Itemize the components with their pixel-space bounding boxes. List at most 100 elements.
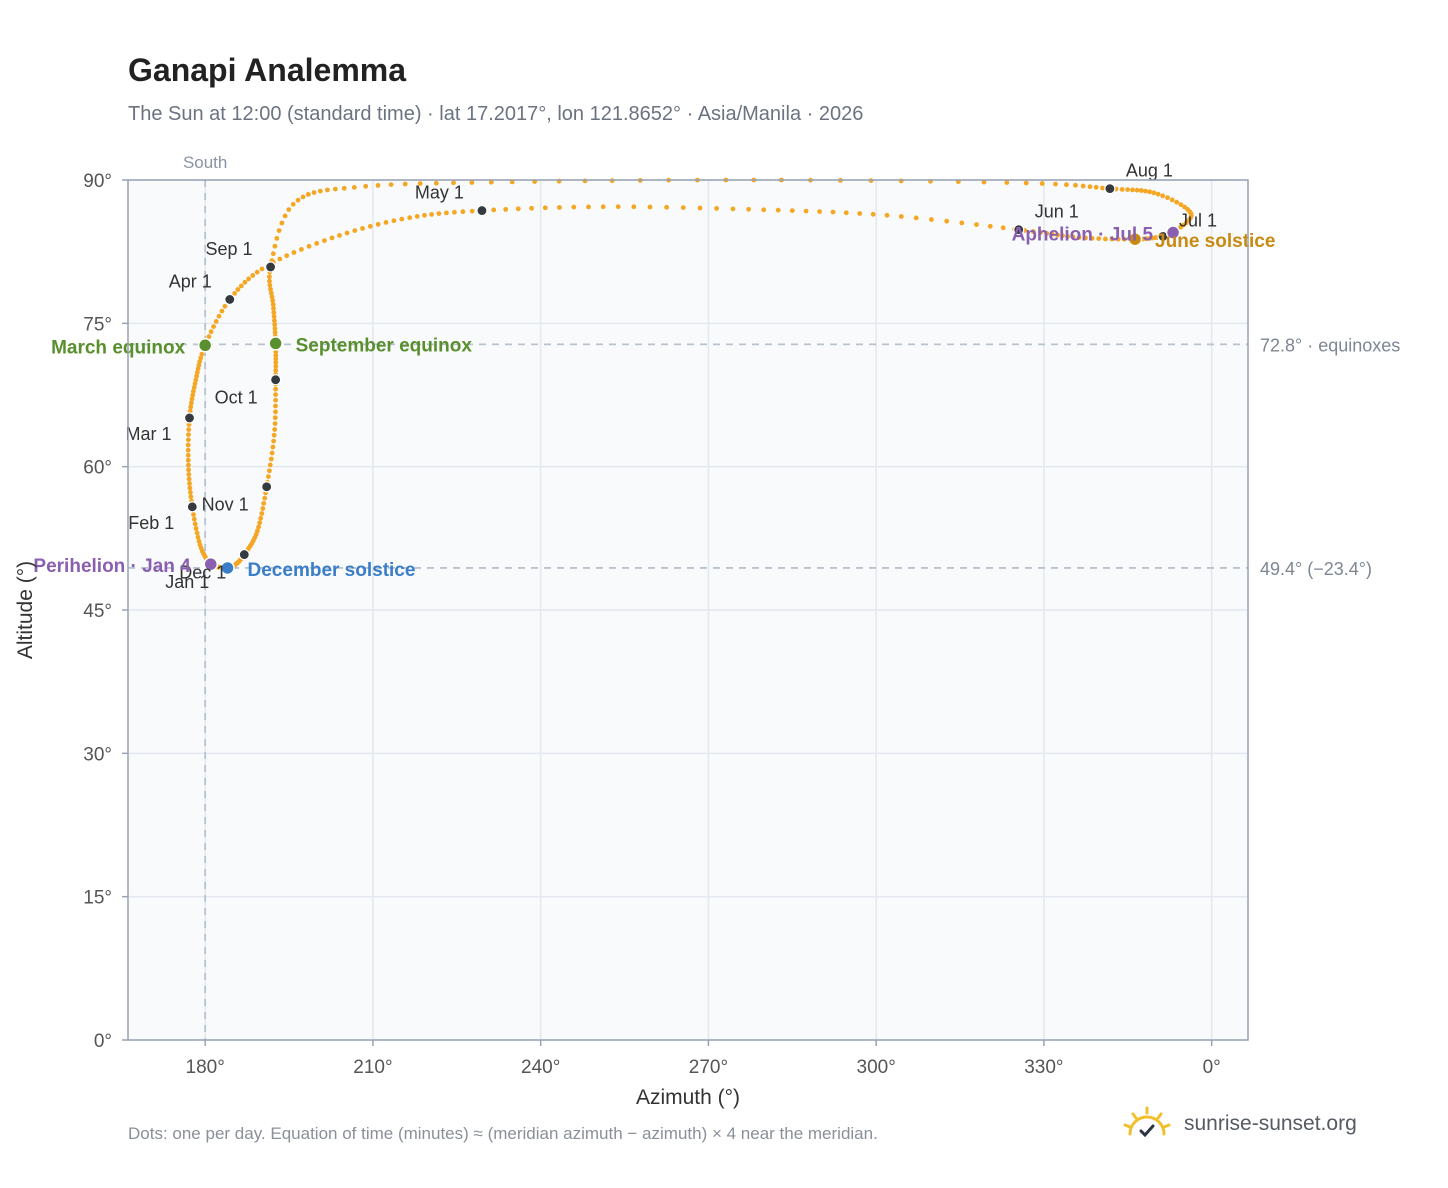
daily-dot xyxy=(186,437,191,443)
daily-dot xyxy=(272,326,278,331)
daily-dot xyxy=(987,223,993,229)
daily-dot xyxy=(242,279,248,285)
daily-dot xyxy=(375,221,381,227)
daily-dot xyxy=(433,180,439,186)
event-label: December solstice xyxy=(248,560,416,581)
month-point xyxy=(183,412,196,424)
event-label: March equinox xyxy=(51,337,186,358)
daily-dot xyxy=(615,204,621,210)
daily-dot xyxy=(267,468,272,474)
daily-dot xyxy=(460,209,466,215)
daily-dot xyxy=(188,404,194,410)
daily-dot xyxy=(193,377,199,383)
event-point xyxy=(1165,225,1181,240)
daily-dot xyxy=(1050,231,1055,237)
daily-dot xyxy=(195,366,201,372)
daily-dot xyxy=(944,218,950,224)
x-tick-label: 300° xyxy=(857,1057,896,1078)
daily-dot xyxy=(188,400,194,406)
daily-dot xyxy=(259,266,265,272)
x-axis-label: Azimuth (°) xyxy=(636,1086,740,1109)
daily-dot xyxy=(1174,199,1180,205)
daily-dot xyxy=(414,214,420,219)
daily-dot xyxy=(186,467,192,473)
daily-dot xyxy=(1155,191,1161,197)
daily-dot xyxy=(267,278,272,284)
reference-lines: South 72.8° · equinoxes 49.4° (−23.4°) xyxy=(128,153,1400,1040)
daily-dot xyxy=(1087,184,1093,190)
daily-dot xyxy=(268,286,273,292)
daily-dot xyxy=(187,485,193,491)
month-point xyxy=(270,374,282,386)
daily-dot xyxy=(1100,185,1105,191)
chart-subtitle: The Sun at 12:00 (standard time) · lat 1… xyxy=(128,103,864,125)
daily-dot xyxy=(257,520,263,526)
x-tick-label: 330° xyxy=(1024,1057,1063,1078)
daily-dot xyxy=(191,516,197,522)
daily-dot xyxy=(417,181,423,186)
daily-dot xyxy=(422,212,427,218)
daily-dot xyxy=(269,294,275,300)
chart-title: Ganapi Analemma xyxy=(128,52,407,88)
daily-dot xyxy=(192,521,198,527)
daily-dot xyxy=(582,178,588,184)
daily-dot xyxy=(188,490,193,495)
daily-dot xyxy=(208,329,214,335)
daily-dot xyxy=(273,403,278,409)
daily-dot xyxy=(272,322,278,327)
y-tick-label: 0° xyxy=(94,1031,112,1052)
month-point xyxy=(186,501,198,513)
daily-dot xyxy=(270,251,276,257)
month-label: May 1 xyxy=(415,183,464,203)
daily-dot xyxy=(1160,193,1166,199)
month-point xyxy=(1013,224,1025,236)
daily-dot xyxy=(1096,236,1102,242)
daily-dot xyxy=(803,208,809,214)
daily-dot xyxy=(436,211,442,217)
y-tick-label: 30° xyxy=(83,744,112,765)
brand-logo[interactable]: sunrise-sunset.org xyxy=(1122,1104,1357,1144)
daily-dot xyxy=(344,230,350,236)
daily-dot xyxy=(273,368,279,373)
daily-dot xyxy=(322,238,327,244)
daily-dot xyxy=(269,450,275,456)
event-point xyxy=(203,556,219,572)
daily-dot xyxy=(857,211,863,216)
daily-dot xyxy=(375,183,381,188)
daily-dot xyxy=(273,356,279,362)
daily-dot xyxy=(284,253,290,259)
daily-dot xyxy=(452,209,457,215)
daily-dot xyxy=(273,392,278,397)
daily-dot xyxy=(273,364,279,369)
daily-dot xyxy=(1130,187,1135,193)
daily-dot xyxy=(1080,183,1086,189)
daily-dot xyxy=(273,353,279,358)
daily-dot xyxy=(913,215,919,221)
daily-dot xyxy=(271,306,276,311)
daily-dot xyxy=(557,205,562,210)
daily-dot xyxy=(272,421,278,426)
daily-dot xyxy=(1125,187,1130,193)
daily-dot xyxy=(256,524,261,530)
daily-dot xyxy=(191,385,197,390)
altitude-reference-label: 49.4° (−23.4°) xyxy=(1260,559,1372,579)
daily-dot xyxy=(272,318,277,323)
daily-dot xyxy=(647,204,653,210)
daily-dot xyxy=(1039,181,1045,186)
daily-dot xyxy=(222,303,228,309)
daily-dot xyxy=(191,389,196,394)
daily-dot xyxy=(488,179,494,185)
daily-dot xyxy=(185,447,191,453)
month-label: Jun 1 xyxy=(1035,202,1079,222)
daily-dot xyxy=(274,236,280,241)
daily-dot xyxy=(186,427,192,432)
daily-dot xyxy=(271,310,277,315)
daily-dot xyxy=(270,298,276,303)
daily-dot xyxy=(186,432,191,437)
daily-dot xyxy=(1065,234,1070,239)
daily-dot xyxy=(211,324,217,329)
daily-dot xyxy=(267,274,272,280)
daily-dot xyxy=(235,287,241,292)
daily-dot xyxy=(1093,184,1099,190)
daily-dot xyxy=(325,187,330,193)
